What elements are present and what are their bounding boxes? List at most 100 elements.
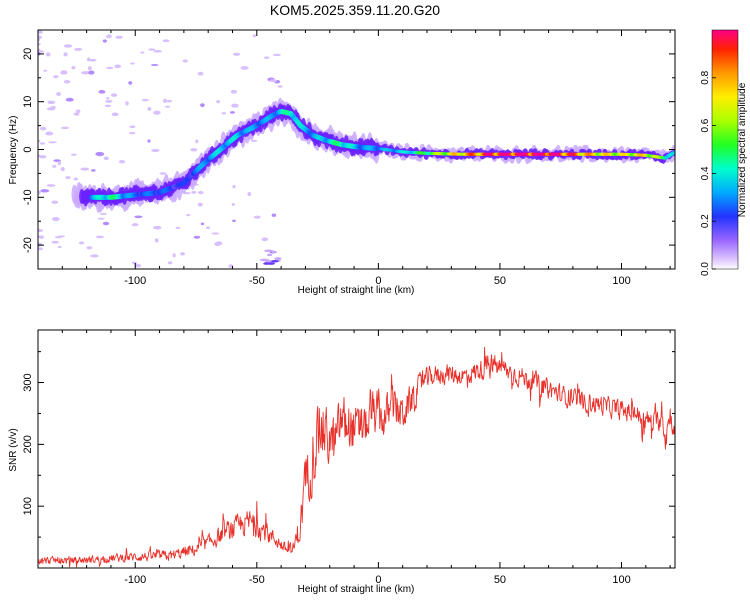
heatmap-speckle — [150, 63, 159, 66]
snr-x-tick-label: -100 — [124, 574, 146, 586]
heatmap-speckle — [232, 219, 236, 223]
heatmap-speckle — [275, 257, 282, 260]
colorbar-ticks: 0.0 0.2 0.4 0.6 0.8 — [700, 70, 716, 276]
snr-x-tick-label: 50 — [494, 574, 506, 586]
heatmap-speckle — [60, 167, 65, 172]
heatmap-speckle — [63, 52, 68, 57]
heatmap-speckle — [38, 190, 41, 195]
snr-x-tick-label: 100 — [612, 574, 630, 586]
heatmap-speckle — [38, 247, 44, 251]
heatmap-speckle — [153, 225, 162, 230]
heatmap-speckle — [130, 62, 135, 65]
snr-x-tick-label: -50 — [249, 574, 265, 586]
colorbar-tick-label: 0.4 — [700, 166, 711, 180]
heatmap-speckle — [102, 221, 110, 226]
snr-y-tick-label: 300 — [22, 373, 34, 391]
heatmap-speckle — [153, 110, 161, 115]
heatmap-speckle — [252, 34, 257, 38]
heatmap-speckle — [98, 90, 106, 94]
heatmap-speckle — [56, 92, 61, 96]
heatmap-speckle — [131, 261, 138, 265]
heatmap-speckle — [230, 89, 237, 94]
heatmap-speckle — [106, 96, 110, 100]
heatmap-speckle — [81, 71, 90, 75]
heatmap-speckle — [73, 112, 80, 116]
heatmap-speckle — [88, 70, 95, 75]
heatmap-speckle — [180, 252, 185, 256]
heatmap-speckle — [159, 172, 167, 175]
heatmap-speckle — [141, 98, 150, 102]
heatmap-speckle — [182, 59, 188, 63]
heatmap-speckle — [78, 241, 85, 245]
heatmap-speckle — [269, 79, 277, 83]
colorbar-tick-label: 0.6 — [700, 118, 711, 132]
spectrogram-y-tick-label: -10 — [22, 189, 34, 205]
heatmap-speckle — [211, 232, 220, 235]
heatmap-speckle — [48, 141, 57, 144]
heatmap-speckle — [162, 98, 168, 103]
heatmap-speckle — [88, 66, 92, 71]
spectrogram-y-tick-label: 20 — [22, 48, 34, 60]
snr-y-axis-label: SNR (v/v) — [8, 428, 19, 471]
heatmap-speckle — [190, 148, 198, 152]
heatmap-speckle — [195, 139, 199, 144]
heatmap-speckle — [80, 167, 90, 171]
heatmap-speckle — [277, 85, 283, 88]
colorbar-tick-label: 0.0 — [700, 262, 711, 276]
spectrogram-x-ticks: -100 -50 0 50 100 — [61, 30, 671, 287]
heatmap-speckle — [231, 103, 239, 108]
heatmap-speckle — [103, 156, 109, 161]
snr-frame — [37, 329, 676, 569]
heatmap-speckle — [51, 240, 60, 244]
heatmap-speckle — [60, 126, 70, 130]
heatmap-speckle — [153, 50, 162, 53]
heatmap-speckle — [38, 140, 41, 143]
heatmap-speckle — [57, 235, 66, 238]
heatmap-speckle — [125, 101, 129, 106]
heatmap-speckle — [40, 189, 50, 193]
chart-title: KOM5.2025.359.11.20.G20 — [269, 2, 441, 18]
spectrogram-x-tick-label: 50 — [494, 275, 506, 287]
heatmap-speckle — [128, 81, 133, 85]
heatmap-speckle — [216, 99, 220, 104]
heatmap-speckle — [167, 261, 173, 265]
heatmap-speckle — [65, 176, 71, 180]
heatmap-speckle — [221, 112, 227, 115]
snr-y-ticks: 100 200 300 — [22, 351, 675, 538]
heatmap-speckle — [73, 177, 79, 181]
spectrogram-y-ticks: -20 -10 0 10 20 — [22, 29, 675, 270]
heatmap-speckle — [38, 35, 43, 40]
heatmap-speckle — [115, 35, 123, 39]
heatmap-speckle — [91, 169, 96, 172]
snr-y-tick-label: 100 — [22, 497, 34, 515]
heatmap-speckle — [271, 259, 279, 263]
heatmap-speckle — [166, 99, 172, 103]
heatmap-speckle — [51, 200, 59, 204]
spectrogram-x-tick-label: 0 — [375, 275, 381, 287]
heatmap-speckle — [75, 109, 81, 114]
spectrogram-x-tick-label: -50 — [249, 275, 265, 287]
heatmap-speckle — [206, 226, 210, 230]
heatmap-speckle — [232, 184, 236, 189]
spectrogram-x-axis-label: Height of straight line (km) — [298, 285, 415, 296]
heatmap-speckle — [102, 39, 107, 43]
heatmap-speckle — [39, 142, 46, 145]
heatmap-speckle — [38, 48, 41, 52]
heatmap-speckle — [52, 164, 57, 168]
heatmap-speckle — [197, 190, 204, 195]
spectrogram-y-tick-label: 0 — [22, 146, 34, 152]
heatmap-speckle — [193, 235, 201, 239]
heatmap-speckle — [86, 246, 93, 250]
snr-plot-area — [38, 330, 675, 568]
heatmap-speckle — [45, 52, 51, 57]
spectrogram-x-tick-label: 100 — [612, 275, 630, 287]
heatmap-speckle — [60, 70, 68, 75]
heatmap-speckle — [95, 151, 105, 157]
heatmap-speckle — [38, 154, 41, 157]
heatmap-speckle — [97, 217, 105, 220]
heatmap-speckle — [232, 52, 241, 56]
heatmap-speckle — [63, 80, 71, 84]
heatmap-speckle — [200, 222, 205, 226]
heatmap-speckle — [88, 58, 97, 62]
heatmap-speckle — [110, 93, 118, 97]
